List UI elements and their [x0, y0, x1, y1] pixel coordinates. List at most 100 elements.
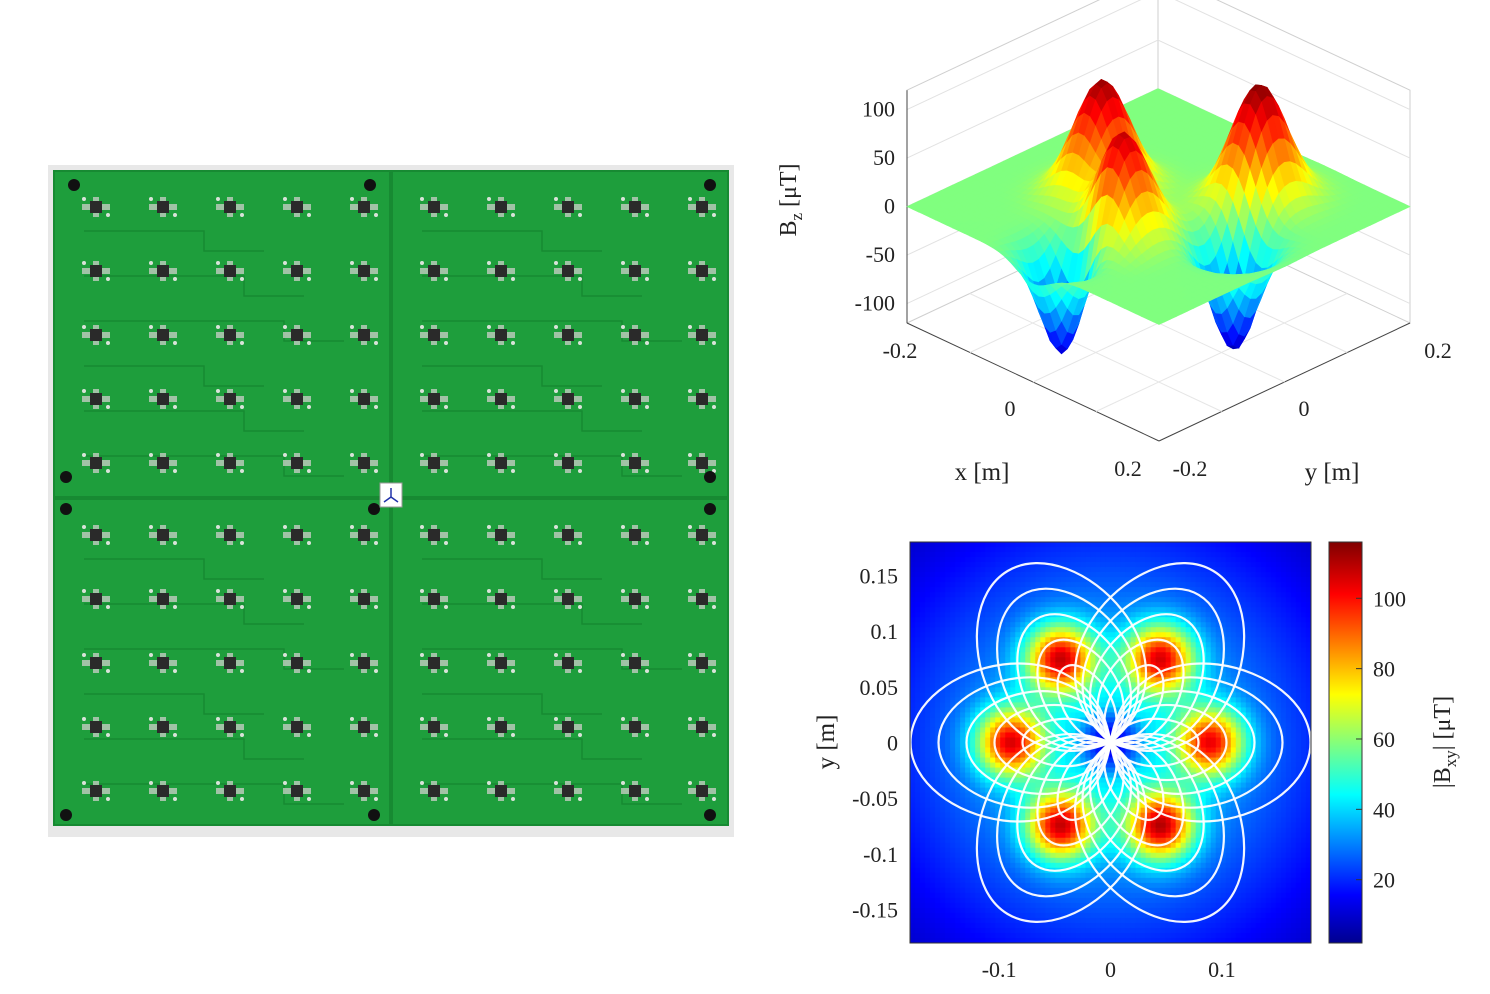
streamline	[1016, 738, 1133, 872]
streamline	[1109, 690, 1256, 795]
coil-pad	[350, 453, 378, 473]
svg-text:Bz[μT]: Bz [μT]	[776, 163, 806, 236]
coil-pad	[283, 525, 311, 545]
coil-pad	[350, 389, 378, 409]
surface-x-label: x [m]	[955, 459, 1010, 486]
mounting-screw	[60, 809, 72, 821]
coil-pad	[688, 525, 716, 545]
coil-pad	[149, 325, 177, 345]
coil-pad	[487, 453, 515, 473]
x-tick-label: -0.2	[883, 338, 918, 363]
mounting-screw	[704, 179, 716, 191]
coil-pad	[350, 717, 378, 737]
coil-pad	[688, 389, 716, 409]
coil-pad	[487, 197, 515, 217]
heatmap-x-tick-label: -0.1	[982, 957, 1017, 982]
x-tick-label: 0	[1005, 396, 1016, 421]
pcb-panel	[53, 170, 391, 498]
coil-pad	[216, 389, 244, 409]
coil-pad	[420, 325, 448, 345]
coil-pad	[82, 781, 110, 801]
coil-pad	[216, 781, 244, 801]
colorbar-label-sub: xy	[1441, 750, 1460, 768]
coil-pad	[487, 717, 515, 737]
coil-pad	[621, 389, 649, 409]
mounting-screw	[60, 471, 72, 483]
z-tick-label: 100	[862, 97, 895, 122]
coil-pad	[487, 261, 515, 281]
coil-pad	[554, 717, 582, 737]
streamline	[975, 562, 1148, 752]
streamline	[975, 733, 1148, 923]
surface-y-label: y [m]	[1305, 459, 1360, 486]
coil-pad	[283, 653, 311, 673]
streamline	[937, 676, 1112, 809]
coil-pad	[420, 197, 448, 217]
coil-pad	[283, 389, 311, 409]
heatmap-y-tick-label: -0.05	[852, 786, 898, 811]
coil-pad	[82, 653, 110, 673]
z-tick-label: -100	[855, 291, 895, 316]
mounting-screw	[60, 503, 72, 515]
mounting-screw	[704, 809, 716, 821]
coil-pad	[688, 453, 716, 473]
coil-pad	[350, 525, 378, 545]
coil-pad	[283, 453, 311, 473]
coil-pad	[420, 717, 448, 737]
coil-pad	[283, 197, 311, 217]
coil-pad	[82, 389, 110, 409]
mounting-screw	[68, 179, 80, 191]
coil-pad	[688, 197, 716, 217]
streamline	[1096, 739, 1185, 847]
coil-pad	[82, 717, 110, 737]
streamline	[1109, 703, 1228, 782]
coil-pad	[554, 589, 582, 609]
coil-pad	[420, 653, 448, 673]
z-tick-label: 50	[873, 145, 895, 170]
coil-pad	[350, 589, 378, 609]
coil-pad	[216, 197, 244, 217]
heatmap-y-tick-label: 0	[887, 731, 898, 756]
coil-pad	[688, 653, 716, 673]
coil-pad	[82, 525, 110, 545]
streamline	[1081, 587, 1225, 750]
colorbar-label: |Bxy| [μT]	[1430, 696, 1460, 788]
streamline	[1088, 613, 1205, 747]
coil-pad	[350, 261, 378, 281]
coil-pad	[487, 525, 515, 545]
coil-pad	[283, 261, 311, 281]
streamline	[1081, 735, 1225, 898]
streamline	[1016, 613, 1133, 747]
heatmap-y-tick-label: 0.15	[860, 563, 899, 588]
streamline	[1036, 739, 1125, 847]
streamline	[1088, 738, 1205, 872]
streamline	[1096, 638, 1185, 746]
coil-pad	[621, 453, 649, 473]
z-label-main: B	[776, 221, 802, 237]
streamline	[1073, 562, 1246, 752]
heatmap-y-tick-label: -0.15	[852, 898, 898, 923]
heatmap-x-tick-label: 0	[1105, 957, 1116, 982]
coil-pad	[283, 325, 311, 345]
coil-pad	[621, 197, 649, 217]
coil-pad	[487, 781, 515, 801]
z-tick-label: -50	[866, 242, 895, 267]
coil-pad	[487, 653, 515, 673]
mounting-screw	[364, 179, 376, 191]
streamline	[1109, 676, 1284, 809]
streamline	[1103, 664, 1165, 744]
coil-pad	[216, 453, 244, 473]
coil-pad	[420, 453, 448, 473]
colorbar-tick-label: 40	[1373, 797, 1395, 822]
heatmap-y-tick-label: 0.05	[860, 675, 899, 700]
field-streamlines	[910, 562, 1311, 923]
coil-pad	[621, 525, 649, 545]
axis-sticker	[379, 482, 403, 508]
streamline	[965, 690, 1112, 795]
coil-pad	[350, 197, 378, 217]
coil-pad	[149, 781, 177, 801]
streamline	[1103, 741, 1165, 821]
coil-pad	[688, 261, 716, 281]
coil-pad	[554, 453, 582, 473]
coil-pad	[688, 325, 716, 345]
